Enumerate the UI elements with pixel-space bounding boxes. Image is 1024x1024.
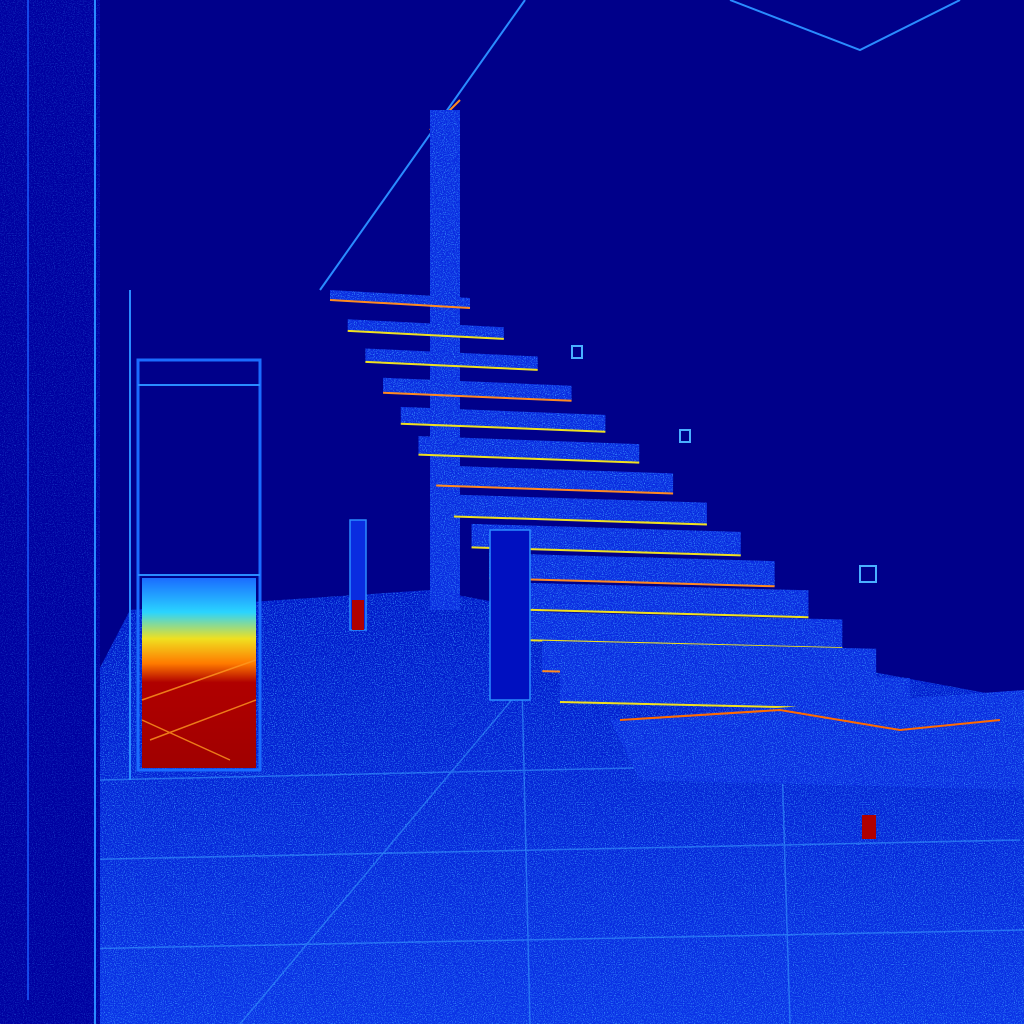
stair-step [453, 494, 707, 526]
floating-staircase [329, 290, 911, 711]
left-wall [0, 0, 131, 1024]
railing-posts [349, 345, 877, 839]
stair-step [365, 348, 538, 371]
stair-step [542, 640, 877, 681]
stair-step [418, 436, 640, 464]
landing-slab [610, 690, 1024, 790]
stair-step [347, 319, 504, 340]
stair-step [506, 582, 809, 619]
doorway [136, 358, 262, 772]
stair-step [436, 465, 674, 495]
stair-step [383, 377, 572, 402]
doorway-hot-region [141, 578, 257, 768]
stair-step [524, 611, 843, 650]
stair-step [329, 290, 471, 309]
stair-step [400, 406, 606, 433]
stair-step [489, 553, 775, 588]
